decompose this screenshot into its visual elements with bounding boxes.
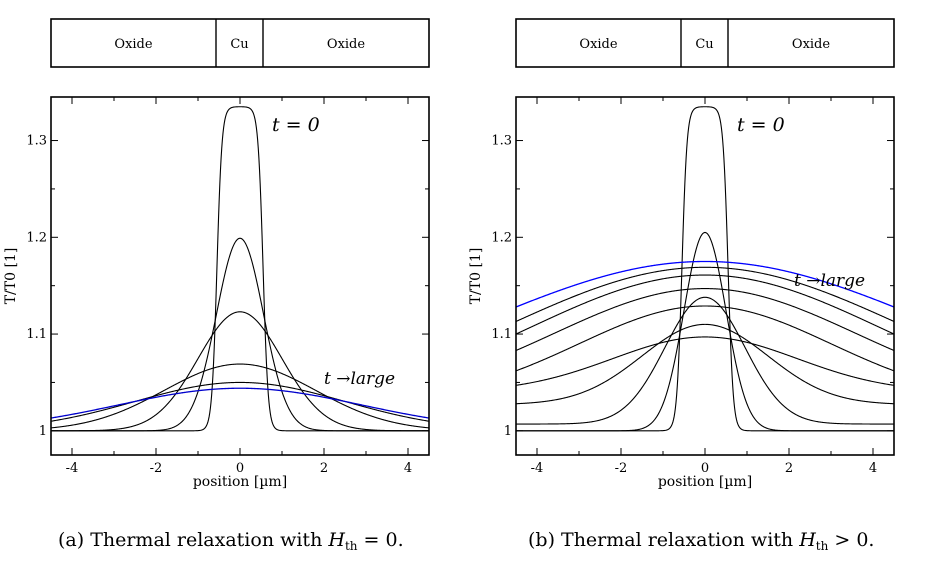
- layer-label: Oxide: [579, 37, 617, 52]
- y-tick-label: 1.2: [26, 230, 47, 245]
- x-tick-label: 4: [404, 461, 412, 476]
- caption-text: (b) Thermal relaxation with: [528, 529, 794, 551]
- series-line: [516, 231, 894, 432]
- plot-frame: [50, 96, 430, 456]
- layer-label: Oxide: [792, 37, 830, 52]
- x-axis: -4 -2 0 2 4 position [µm]: [66, 97, 412, 490]
- annotation-t0: t = 0: [737, 114, 785, 136]
- caption-subscript: th: [815, 539, 829, 553]
- layer-bar: Oxide Cu Oxide: [515, 18, 895, 68]
- layer-bar-frame: [515, 18, 895, 68]
- caption-relation: = 0.: [363, 529, 404, 551]
- y-tick-label: 1: [39, 424, 47, 439]
- series-line: [516, 336, 894, 386]
- layer-label: Cu: [695, 37, 713, 52]
- y-tick-label: 1.1: [491, 327, 512, 342]
- layer-bar: Oxide Cu Oxide: [50, 18, 430, 68]
- curves: [51, 106, 429, 432]
- x-tick-label: -4: [66, 461, 79, 476]
- y-tick-label: 1: [504, 424, 512, 439]
- layer-label: Cu: [230, 37, 248, 52]
- annotations: t = 0 t →large: [737, 114, 865, 291]
- y-tick-label: 1.1: [26, 327, 47, 342]
- series-line: [516, 106, 894, 432]
- series-line: [51, 381, 429, 422]
- annotation-t0: t = 0: [272, 114, 320, 136]
- series-line: [516, 274, 894, 335]
- layer-label: Oxide: [327, 37, 365, 52]
- y-axis-label: T/T0 [1]: [468, 248, 484, 305]
- series-line: [51, 311, 429, 432]
- x-axis: -4 -2 0 2 4 position [µm]: [531, 97, 877, 490]
- series-line: [516, 305, 894, 372]
- panel-a: Oxide Cu Oxide -4 -2 0 2 4 position [µm] 1 1.1 1.2 1…: [3, 18, 430, 553]
- caption-subscript: th: [344, 539, 358, 553]
- series-line: [51, 363, 429, 429]
- x-tick-label: -2: [615, 461, 628, 476]
- x-axis-label: position [µm]: [658, 474, 752, 490]
- x-tick-label: 2: [785, 461, 793, 476]
- caption-symbol: H: [328, 529, 345, 551]
- x-tick-label: -4: [531, 461, 544, 476]
- x-axis-label: position [µm]: [193, 474, 287, 490]
- annotations: t = 0 t →large: [272, 114, 395, 389]
- y-tick-label: 1.3: [491, 134, 512, 149]
- layer-bar-frame: [50, 18, 430, 68]
- y-tick-label: 1.2: [491, 230, 512, 245]
- annotation-t-large: t →large: [324, 369, 395, 389]
- series-line: [51, 387, 429, 419]
- caption-a: (a) Thermal relaxation with Hth = 0.: [58, 529, 404, 553]
- series-line: [516, 296, 894, 425]
- series-line: [516, 288, 894, 352]
- x-tick-label: 0: [701, 461, 709, 476]
- caption-symbol: H: [799, 529, 816, 551]
- y-axis: 1 1.1 1.2 1.3 T/T0 [1]: [468, 134, 894, 439]
- series-line: [51, 237, 429, 432]
- x-tick-label: 0: [236, 461, 244, 476]
- series-line: [516, 323, 894, 405]
- y-tick-label: 1.3: [26, 134, 47, 149]
- annotation-t-large: t →large: [794, 271, 865, 291]
- y-axis-label: T/T0 [1]: [3, 248, 19, 305]
- x-tick-label: 2: [320, 461, 328, 476]
- caption-text: (a) Thermal relaxation with: [58, 529, 323, 551]
- x-tick-label: -2: [150, 461, 163, 476]
- caption-b: (b) Thermal relaxation with Hth > 0.: [528, 529, 874, 553]
- layer-label: Oxide: [114, 37, 152, 52]
- caption-relation: > 0.: [834, 529, 875, 551]
- x-tick-label: 4: [869, 461, 877, 476]
- panel-b: Oxide Cu Oxide -4 -2 0 2 4 position [µm] 1 1.1 1.2 1…: [465, 0, 930, 564]
- series-line: [516, 266, 894, 322]
- y-axis: 1 1.1 1.2 1.3 T/T0 [1]: [3, 134, 429, 439]
- series-line: [516, 260, 894, 308]
- curves: [516, 106, 894, 432]
